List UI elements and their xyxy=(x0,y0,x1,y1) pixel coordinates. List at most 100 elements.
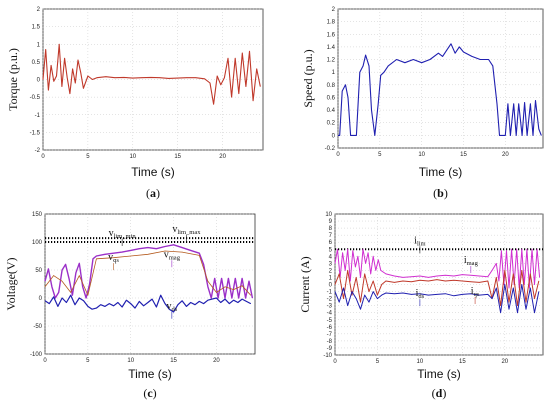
data-point xyxy=(347,97,349,98)
data-point xyxy=(68,278,70,279)
data-point xyxy=(186,306,187,307)
x-axis-label: Time (s) xyxy=(131,165,175,179)
data-point xyxy=(80,72,81,73)
data-point xyxy=(75,272,77,274)
data-point xyxy=(126,299,127,301)
data-point xyxy=(530,273,531,275)
data-point xyxy=(160,294,161,296)
data-point xyxy=(525,308,527,310)
data-point xyxy=(220,302,221,303)
data-point xyxy=(479,282,480,283)
x-axis-label: Time (s) xyxy=(417,367,461,381)
data-point xyxy=(360,308,361,310)
data-point xyxy=(96,77,98,78)
data-point xyxy=(337,135,339,136)
x-tick-label: 5 xyxy=(378,152,382,158)
data-point xyxy=(61,86,63,87)
data-point xyxy=(123,77,125,78)
data-point xyxy=(364,273,366,275)
data-point xyxy=(168,78,169,79)
data-point xyxy=(355,298,357,299)
data-point xyxy=(385,292,387,294)
data-point xyxy=(347,305,349,306)
y-tick-label: -5 xyxy=(327,318,333,324)
y-tick-label: 5 xyxy=(329,247,333,253)
data-point xyxy=(343,287,344,289)
data-point xyxy=(100,304,101,306)
data-point xyxy=(224,298,226,300)
data-point xyxy=(96,258,97,260)
data-point xyxy=(411,276,412,278)
data-point xyxy=(190,250,191,251)
data-point xyxy=(462,274,463,275)
annotation-label: vlim_max xyxy=(172,224,201,236)
data-point xyxy=(75,82,76,84)
data-point xyxy=(360,301,361,303)
y-tick-label: 1.8 xyxy=(327,20,336,26)
data-point xyxy=(462,280,463,282)
y-tick-label: 1.2 xyxy=(327,58,336,64)
data-point xyxy=(74,304,76,306)
data-point xyxy=(538,128,540,130)
data-point xyxy=(337,249,338,250)
data-point xyxy=(362,249,364,250)
data-point xyxy=(159,77,160,78)
y-tick-label: 2 xyxy=(329,268,333,274)
data-point xyxy=(44,280,46,282)
y-tick-label: 0 xyxy=(332,133,336,139)
data-point xyxy=(343,298,344,299)
data-point xyxy=(372,280,374,282)
data-point xyxy=(352,250,354,251)
x-tick-label: 10 xyxy=(417,359,424,365)
y-tick-label: -100 xyxy=(30,352,43,358)
data-point xyxy=(216,292,217,293)
x-tick-label: 15 xyxy=(174,154,181,160)
data-point xyxy=(177,77,178,79)
y-tick-label: -7 xyxy=(327,332,333,338)
data-point xyxy=(241,298,243,300)
y-axis-label: Torque (p.u.) xyxy=(6,48,20,111)
data-point xyxy=(85,297,87,299)
annotation-label: vmag xyxy=(164,249,181,261)
y-tick-label: 0.8 xyxy=(327,83,336,89)
data-point xyxy=(104,306,106,307)
data-point xyxy=(445,280,446,282)
y-tick-label: 1 xyxy=(332,70,336,76)
data-point xyxy=(132,77,134,79)
data-point xyxy=(79,297,80,299)
data-point xyxy=(50,65,52,66)
chart-panel-c: -100 -50 0 50 100 150 0 5 10 15 20 vlim_min vlim_max… xyxy=(4,212,256,400)
data-point xyxy=(436,294,438,295)
data-point xyxy=(375,270,377,271)
data-point xyxy=(217,297,219,299)
data-point xyxy=(151,298,153,300)
data-point xyxy=(351,291,353,292)
data-point xyxy=(413,59,414,60)
data-point xyxy=(334,291,336,292)
data-point xyxy=(211,297,212,299)
data-point xyxy=(199,252,200,254)
data-point xyxy=(139,301,140,302)
data-point xyxy=(500,305,501,306)
data-point xyxy=(344,270,346,271)
data-point xyxy=(214,278,215,279)
data-point xyxy=(511,249,512,250)
data-point xyxy=(445,293,446,295)
y-tick-label: 100 xyxy=(32,240,43,246)
data-point xyxy=(470,281,472,283)
data-point xyxy=(57,306,59,307)
data-point xyxy=(49,303,50,304)
data-point xyxy=(82,286,83,288)
data-point xyxy=(438,52,439,54)
data-point xyxy=(359,71,361,73)
data-point xyxy=(66,77,68,78)
data-point xyxy=(92,79,93,80)
data-point xyxy=(524,102,525,103)
data-point xyxy=(231,96,232,98)
y-tick-label: 2 xyxy=(332,7,336,13)
data-point xyxy=(65,264,66,265)
data-point xyxy=(96,255,97,257)
data-point xyxy=(220,84,222,86)
data-point xyxy=(72,68,73,70)
data-point xyxy=(479,294,480,296)
